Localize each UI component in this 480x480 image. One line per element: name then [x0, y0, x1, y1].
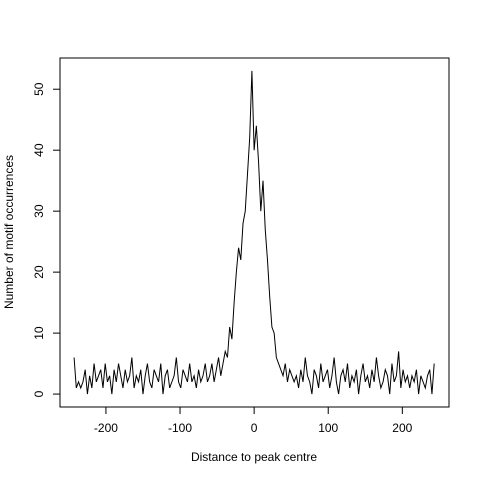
x-tick-label: -200 [94, 421, 118, 435]
y-tick-label: 50 [32, 82, 46, 96]
plot-box [59, 57, 450, 408]
y-tick-label: 0 [32, 390, 46, 397]
y-tick-label: 20 [32, 265, 46, 279]
x-tick-label: 0 [251, 421, 258, 435]
y-axis-label: Number of motif occurrences [2, 155, 16, 309]
y-tick-label: 10 [32, 326, 46, 340]
x-tick-label: -100 [168, 421, 192, 435]
x-axis-label: Distance to peak centre [191, 450, 317, 464]
x-tick-label: 100 [318, 421, 338, 435]
x-tick-label: 200 [392, 421, 412, 435]
y-tick-label: 40 [32, 143, 46, 157]
y-tick-label: 30 [32, 204, 46, 218]
data-line [73, 70, 435, 395]
